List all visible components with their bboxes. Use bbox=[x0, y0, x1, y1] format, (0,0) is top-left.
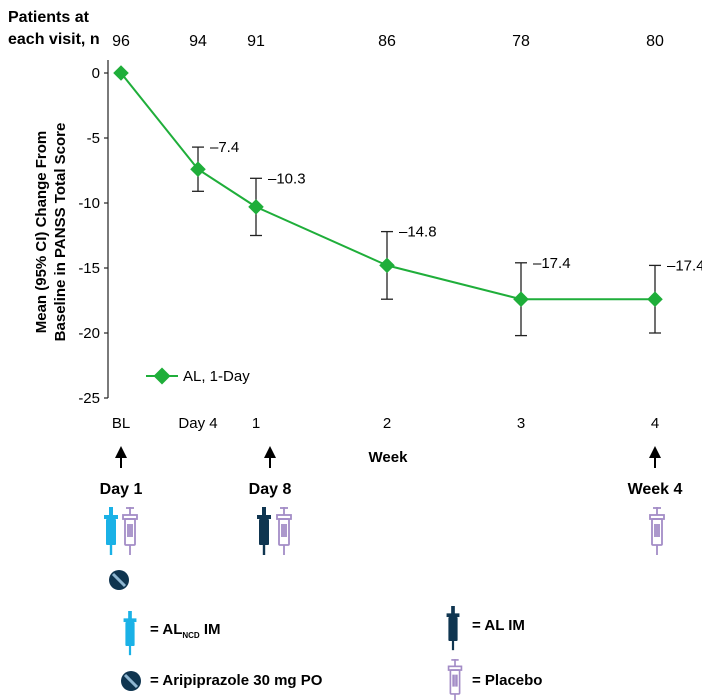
day8-placebo-syringe-icon bbox=[276, 506, 292, 556]
key-dark-syringe-icon bbox=[446, 606, 460, 651]
legend: AL, 1-Day bbox=[146, 367, 250, 385]
y-tick-label: 0 bbox=[92, 65, 100, 82]
data-point-diamond bbox=[379, 257, 395, 274]
day1-aripiprazole-pill-icon bbox=[107, 568, 131, 592]
week4-placebo-syringe-icon bbox=[649, 506, 665, 556]
arrow-week4-icon bbox=[649, 446, 661, 468]
dosing-label-day8: Day 8 bbox=[248, 481, 292, 498]
arrow-day8-icon bbox=[264, 446, 276, 468]
data-points bbox=[113, 65, 663, 307]
data-label: –14.8 bbox=[399, 224, 437, 241]
key-placebo-syringe-icon bbox=[447, 658, 463, 700]
data-point-diamond bbox=[513, 291, 529, 307]
y-axis-label-line2: Baseline in PANSS Total Score bbox=[52, 123, 69, 342]
y-tick-label: -20 bbox=[78, 325, 100, 342]
x-axis-label: Week bbox=[369, 449, 409, 466]
y-tick-label: -15 bbox=[78, 260, 100, 277]
patient-count-4: 78 bbox=[512, 33, 530, 50]
key-pill-icon bbox=[119, 669, 143, 693]
key-al-ncd-im: = ALNCD IM bbox=[150, 621, 221, 640]
patient-count-1: 94 bbox=[189, 33, 207, 50]
data-point-diamond bbox=[647, 291, 663, 307]
y-tick-label: -5 bbox=[87, 130, 100, 147]
dosing-label-day1: Day 1 bbox=[99, 481, 143, 498]
data-point-diamond bbox=[113, 65, 129, 81]
y-tick-label: -10 bbox=[78, 195, 100, 212]
patient-count-5: 80 bbox=[646, 33, 664, 50]
key-al-im: = AL IM bbox=[472, 617, 525, 634]
patient-count-2: 91 bbox=[247, 33, 265, 50]
key-placebo: = Placebo bbox=[472, 672, 543, 689]
x-tick-label: Day 4 bbox=[178, 415, 217, 432]
data-label: –17.4 bbox=[667, 257, 702, 274]
patients-header-line2: each visit, n bbox=[8, 31, 100, 48]
data-label: –17.4 bbox=[533, 255, 571, 272]
y-tick-label: -25 bbox=[78, 390, 100, 407]
x-tick-label: 4 bbox=[651, 415, 659, 432]
key-light-blue-syringe-icon bbox=[123, 611, 137, 656]
patients-header-line1: Patients at bbox=[8, 9, 89, 26]
data-label: –10.3 bbox=[268, 170, 306, 187]
patient-count-3: 86 bbox=[378, 33, 396, 50]
day1-placebo-syringe-icon bbox=[122, 506, 138, 556]
data-labels: –7.4 –10.3 –14.8 –17.4 –17.4 bbox=[210, 139, 702, 274]
x-tick-label: BL bbox=[112, 415, 130, 432]
dosing-label-week4: Week 4 bbox=[627, 481, 683, 498]
y-axis-label-line1: Mean (95% CI) Change From bbox=[33, 131, 50, 334]
data-point-diamond bbox=[190, 161, 206, 177]
patient-count-0: 96 bbox=[112, 33, 130, 50]
data-label: –7.4 bbox=[210, 139, 239, 156]
x-tick-label: 1 bbox=[252, 415, 260, 432]
key-aripiprazole: = Aripiprazole 30 mg PO bbox=[150, 672, 323, 689]
x-tick-label: 2 bbox=[383, 415, 391, 432]
patient-counts: 96 94 91 86 78 80 bbox=[112, 33, 664, 50]
arrow-day1-icon bbox=[115, 446, 127, 468]
y-ticks: 0 -5 -10 -15 -20 -25 bbox=[78, 65, 108, 407]
x-ticks: BL Day 4 1 2 3 4 bbox=[112, 415, 659, 432]
data-point-diamond bbox=[248, 199, 264, 215]
day8-dark-syringe-icon bbox=[257, 507, 271, 555]
error-bars bbox=[192, 146, 661, 337]
dosing-arrows bbox=[115, 446, 661, 468]
legend-diamond-icon bbox=[153, 367, 171, 385]
series-line bbox=[120, 72, 655, 301]
x-tick-label: 3 bbox=[517, 415, 525, 432]
day1-light-blue-syringe-icon bbox=[104, 507, 118, 555]
y-axis-label: Mean (95% CI) Change From Baseline in PA… bbox=[33, 123, 69, 342]
legend-label: AL, 1-Day bbox=[183, 368, 250, 385]
